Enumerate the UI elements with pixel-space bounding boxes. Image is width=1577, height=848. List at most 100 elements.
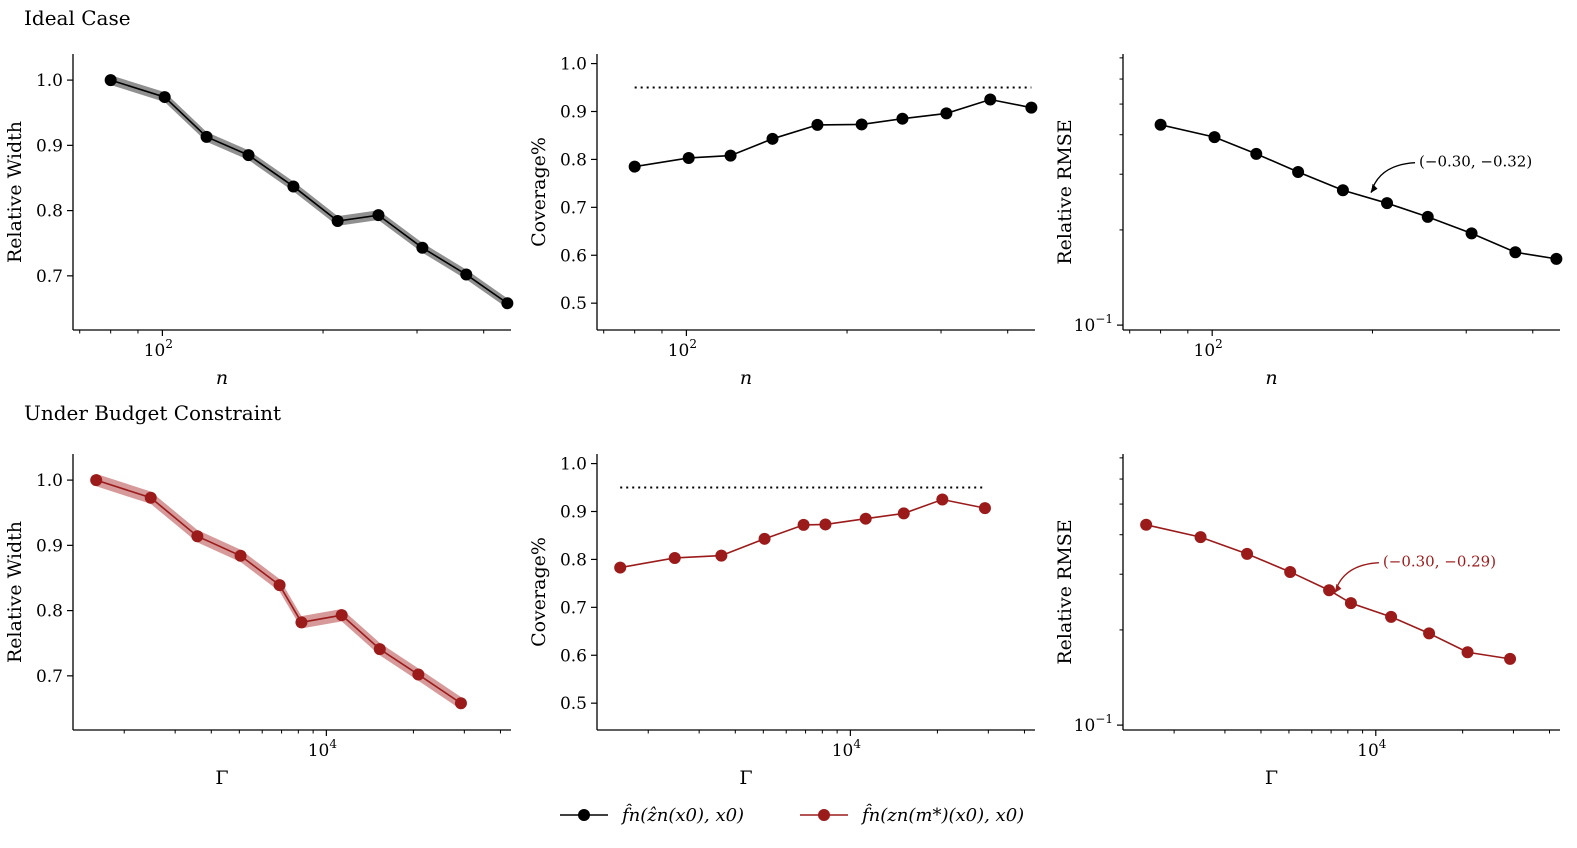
data-point <box>715 549 728 562</box>
y-axis-label: Relative RMSE <box>1054 519 1076 664</box>
data-point <box>897 507 910 520</box>
y-tick-label: 0.7 <box>560 598 587 618</box>
y-tick-label: 0.9 <box>36 136 63 156</box>
chart-r0-c2: 102 10−1 n Relative RMSE (−0.30, −0.32) <box>1054 54 1563 389</box>
chart-r0-c1: 102 0.5 0.6 0.7 0.8 0.9 1.0 n Coverage% <box>528 54 1038 389</box>
charts: 102 0.7 0.8 0.9 1.0 n Relative Width 102 0.5 0.6 0… <box>4 54 1563 789</box>
data-point <box>1461 646 1474 659</box>
x-tick-exponent: 2 <box>1215 337 1223 351</box>
data-point <box>287 180 300 193</box>
y-tick-label: 0.9 <box>560 503 587 523</box>
data-point <box>766 132 779 145</box>
data-point <box>1194 531 1207 544</box>
y-tick-label: 0.8 <box>560 550 587 570</box>
series-line <box>110 79 508 304</box>
data-point <box>200 130 213 143</box>
data-point <box>1550 252 1563 265</box>
data-point <box>855 118 868 131</box>
data-point <box>940 107 953 120</box>
data-point <box>1344 597 1357 610</box>
row-title-ideal: Ideal Case <box>24 6 131 30</box>
data-point <box>1385 610 1398 623</box>
legend-item-1: f̂n(zn(m*)(x0), x0) <box>800 803 1024 826</box>
y-tick-label: 0.5 <box>560 294 587 314</box>
data-point <box>797 518 810 531</box>
data-point <box>335 609 348 622</box>
x-tick-label: 104 <box>308 737 338 761</box>
y-tick-label: 0.6 <box>560 246 587 266</box>
chart-r1-c1: 104 0.5 0.6 0.7 0.8 0.9 1.0 Γ Coverage% <box>528 454 1035 789</box>
data-point <box>412 668 425 681</box>
x-tick-label: 102 <box>1194 337 1223 361</box>
y-tick-label: 0.6 <box>560 646 587 666</box>
y-tick-label: 0.5 <box>560 694 587 714</box>
data-point <box>242 149 255 162</box>
legend: f̂n(ẑn(x0), x0) f̂n(zn(m*)(x0), x0) <box>560 803 1024 826</box>
data-point <box>614 561 627 574</box>
data-point <box>811 118 824 131</box>
annotation-arrowhead <box>1371 183 1378 193</box>
legend-marker <box>578 809 590 821</box>
y-tick-label: 0.8 <box>36 202 63 222</box>
x-tick-exponent: 2 <box>165 337 173 351</box>
data-point <box>373 643 386 656</box>
slope-annotation: (−0.30, −0.29) <box>1383 553 1496 571</box>
x-tick-exponent: 2 <box>689 337 697 351</box>
data-point <box>724 149 737 162</box>
data-point <box>1509 246 1522 259</box>
x-tick-exponent: 4 <box>1379 737 1387 751</box>
y-tick-label: 0.9 <box>560 103 587 123</box>
data-point <box>1154 118 1167 131</box>
data-point <box>758 532 771 545</box>
y-tick-label: 1.0 <box>560 455 587 475</box>
data-point <box>90 474 103 487</box>
data-point <box>501 297 514 310</box>
data-point <box>936 493 949 506</box>
chart-r0-c0: 102 0.7 0.8 0.9 1.0 n Relative Width <box>4 54 514 389</box>
series-line <box>634 98 1032 168</box>
data-point <box>460 268 473 281</box>
data-point <box>1284 565 1297 578</box>
data-point <box>104 74 117 87</box>
y-tick-label: 0.8 <box>36 602 63 622</box>
data-point <box>896 112 909 125</box>
y-tick-label: 1.0 <box>36 471 63 491</box>
slope-annotation: (−0.30, −0.32) <box>1419 153 1532 171</box>
data-point <box>234 549 247 562</box>
legend-item-0: f̂n(ẑn(x0), x0) <box>560 803 744 826</box>
y-tick-label: 0.8 <box>560 150 587 170</box>
data-point <box>1250 147 1263 160</box>
data-point <box>1208 131 1221 144</box>
y-axis-label: Coverage% <box>528 537 550 647</box>
x-axis-label: Γ <box>215 767 228 789</box>
data-point <box>1025 101 1038 114</box>
x-axis-label: n <box>740 367 752 389</box>
y-axis-label: Relative Width <box>4 521 26 663</box>
y-tick-label: 0.7 <box>560 198 587 218</box>
y-tick-exponent: −1 <box>1095 712 1113 726</box>
data-point <box>1140 518 1153 531</box>
confidence-band <box>110 75 508 309</box>
y-tick-label: 1.0 <box>560 55 587 75</box>
data-point <box>372 209 385 222</box>
data-point <box>1323 584 1336 597</box>
data-point <box>628 160 641 173</box>
series-line <box>620 498 986 569</box>
data-point <box>984 93 997 106</box>
y-tick-label: 0.9 <box>36 536 63 556</box>
data-point <box>819 518 832 531</box>
y-tick-label: 1.0 <box>36 71 63 91</box>
data-point <box>668 551 681 564</box>
series-line <box>95 479 462 704</box>
x-tick-label: 102 <box>144 337 173 361</box>
y-tick-exponent: −1 <box>1095 312 1113 326</box>
chart-r1-c2: 104 10−1 Γ Relative RMSE (−0.30, −0.29) <box>1054 454 1560 789</box>
data-point <box>859 512 872 525</box>
confidence-band <box>96 473 461 710</box>
y-tick-label: 0.7 <box>36 667 63 687</box>
series-line <box>1145 524 1511 660</box>
data-point <box>1504 652 1517 665</box>
legend-label: f̂n(zn(m*)(x0), x0) <box>860 803 1024 826</box>
x-tick-exponent: 4 <box>853 737 861 751</box>
x-axis-label: n <box>216 367 228 389</box>
